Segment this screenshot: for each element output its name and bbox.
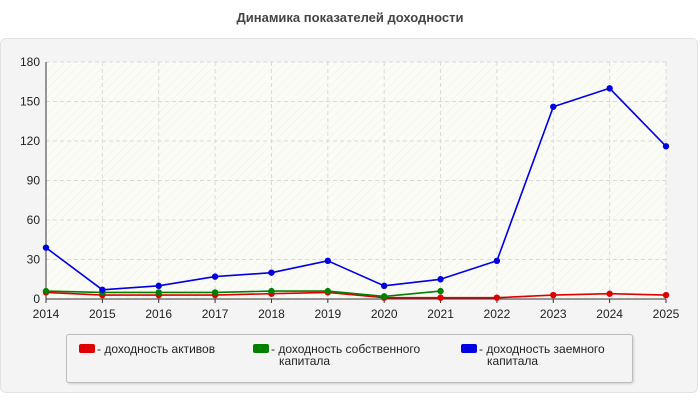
data-point-assets [550,291,557,299]
x-tick-label: 2017 [202,307,229,321]
data-point-equity [211,289,219,296]
legend-label-equity-line1: - доходность собственного [271,342,421,356]
data-point-assets [493,294,501,301]
x-tick-label: 2021 [427,307,454,321]
x-tick-label: 2022 [484,307,511,321]
data-point-equity [324,287,332,295]
data-point-debt [493,257,501,265]
legend-label-debt-line1: - доходность заемного [479,342,605,356]
y-tick-label: 180 [20,55,40,69]
data-point-equity [268,287,275,295]
series-line-equity [45,290,441,298]
chart-title: Динамика показателей доходности [236,10,464,25]
legend: - доходность активов - доходность собств… [66,334,633,383]
data-point-equity [380,293,388,300]
y-tick-label: 60 [27,213,41,227]
x-tick-label: 2019 [314,307,341,321]
legend-label-assets: - доходность активов [97,342,216,356]
series-line-assets [45,291,667,299]
data-point-debt [324,257,332,265]
legend-swatch-equity [253,344,269,353]
data-point-debt [606,85,613,92]
data-point-debt [662,143,670,150]
data-point-equity [155,289,162,296]
data-point-debt [42,244,50,251]
data-point-equity [437,287,444,295]
x-tick-label: 2018 [258,307,285,321]
data-point-debt [99,286,106,293]
y-tick-label: 90 [27,174,41,188]
data-point-debt [550,103,557,110]
x-tick-label: 2025 [653,307,680,321]
data-point-debt [211,273,219,280]
legend-label-equity-line2: капитала [279,354,331,368]
data-point-assets [606,290,613,297]
x-tick-label: 2014 [33,307,60,321]
data-point-assets [662,291,670,299]
data-point-debt [380,282,388,290]
y-tick-label: 150 [20,95,40,109]
x-tick-label: 2020 [371,307,398,321]
x-tick-label: 2016 [145,307,172,321]
legend-label-debt-line2: капитала [487,354,539,368]
x-tick-label: 2023 [540,307,567,321]
y-tick-label: 120 [20,134,40,148]
x-tick-label: 2024 [596,307,623,321]
y-tick-label: 0 [33,292,40,306]
x-tick-label: 2015 [89,307,116,321]
series-line-debt [45,87,667,291]
data-point-debt [155,282,162,290]
y-tick-label: 30 [27,253,41,267]
legend-swatch-assets [79,344,95,353]
data-point-assets [437,294,444,301]
data-point-equity [42,287,50,295]
legend-swatch-debt [461,344,477,353]
data-point-debt [437,276,444,283]
data-point-debt [268,269,275,276]
